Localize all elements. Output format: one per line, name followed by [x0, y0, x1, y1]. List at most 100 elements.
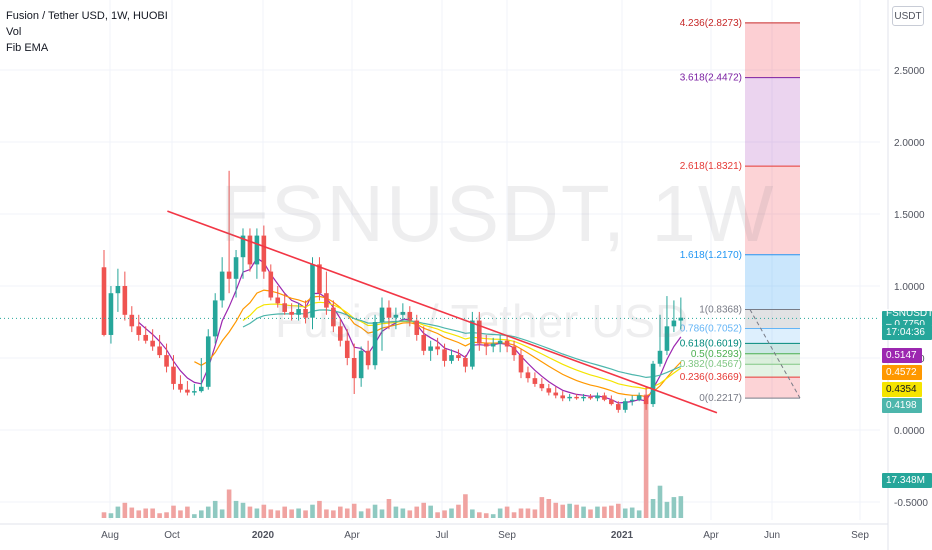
candle-body — [351, 358, 357, 379]
volume-bar — [581, 506, 586, 518]
candle-body — [192, 391, 197, 393]
candle-body — [657, 350, 663, 364]
volume-bar — [421, 502, 426, 518]
candle-body — [400, 311, 406, 315]
y-tick-label: 2.5000 — [894, 66, 925, 77]
x-tick-label: Oct — [164, 530, 180, 541]
volume-bar — [122, 502, 128, 518]
volume-bar — [442, 510, 447, 518]
fib-zone — [745, 77, 800, 167]
x-tick-label: Apr — [703, 530, 719, 541]
candles — [0, 170, 880, 413]
x-tick-label: Jun — [764, 530, 780, 541]
candle-body — [303, 309, 308, 318]
fib-zone — [745, 22, 800, 78]
volume-bar — [199, 510, 204, 518]
volume-bar — [622, 508, 628, 518]
fib-zone — [745, 328, 800, 344]
volume-bar — [212, 500, 218, 518]
candle-body — [379, 307, 385, 322]
volume-bar — [643, 394, 649, 518]
volume-bar — [358, 511, 364, 518]
volume-bar — [157, 513, 162, 518]
ema-line-4 — [242, 309, 682, 379]
trendline[interactable] — [167, 210, 718, 414]
fib-extension[interactable]: 4.236(2.8273) 3.618(2.4472) 2.618(1.8321) 1… — [680, 18, 801, 404]
fib-level-label: 4.236(2.8273) — [680, 18, 742, 29]
volume-bar — [497, 508, 503, 518]
candle-body — [629, 399, 635, 402]
legend-title[interactable]: Fusion / Tether USD, 1W, HUOBI — [6, 10, 168, 22]
trendline-line — [167, 210, 718, 414]
volume-bar — [108, 513, 114, 518]
volume-bar — [344, 508, 350, 518]
fib-level-label: 0(0.2217) — [699, 393, 742, 404]
fib-level-label: 1.618(1.2170) — [680, 250, 742, 261]
volume-bar — [490, 514, 496, 518]
fib-level-label: 1(0.8368) — [699, 305, 742, 316]
volume-bar — [428, 505, 433, 518]
fib-zone — [745, 377, 800, 399]
x-tick-label: Apr — [344, 530, 360, 541]
volume-bar — [664, 501, 670, 518]
fib-zone — [745, 364, 800, 378]
volume-bar — [129, 507, 135, 518]
candle-body — [317, 264, 322, 294]
volume-bar — [379, 509, 385, 518]
candle-body — [643, 395, 649, 405]
candle-body — [372, 322, 378, 366]
volume-bar — [414, 506, 420, 518]
volume-bar — [470, 509, 475, 518]
volume-bar — [678, 496, 684, 518]
candle-body — [219, 271, 225, 301]
candle-body — [449, 355, 454, 361]
volume-bar — [483, 513, 489, 518]
candle-body — [622, 401, 628, 410]
candle-body — [407, 311, 413, 321]
volume-bar — [671, 497, 677, 518]
volume-bar — [324, 509, 329, 518]
candle-body — [456, 355, 461, 358]
volume-bar — [449, 508, 454, 518]
candle-body — [574, 396, 579, 399]
candle-body — [331, 307, 336, 327]
candle-body — [171, 366, 176, 384]
volume-bar — [115, 506, 121, 518]
volume-bar — [143, 508, 148, 518]
candle-body — [268, 271, 274, 298]
candle-body — [477, 320, 482, 344]
legend-fib-ema[interactable]: Fib EMA — [6, 42, 49, 54]
candle-body — [511, 346, 517, 356]
currency-badge[interactable]: USDT — [892, 6, 924, 26]
volume-bar — [546, 499, 552, 518]
volume-bar — [407, 510, 413, 518]
volume-bar — [219, 509, 225, 518]
candle-body — [115, 286, 121, 294]
candle-body — [296, 309, 301, 315]
volume-tag: 17.348M — [882, 473, 932, 488]
volume-bar — [226, 489, 232, 518]
volume-bar — [609, 505, 614, 518]
volume-bar — [136, 510, 142, 518]
x-tick-label: Sep — [851, 530, 869, 541]
candle-body — [650, 363, 656, 405]
volume-bar — [317, 500, 322, 518]
volume-bar — [477, 512, 482, 518]
candle-body — [358, 350, 364, 379]
volume-bar — [310, 504, 315, 518]
candle-body — [525, 372, 531, 379]
legend-vol[interactable]: Vol — [6, 26, 22, 38]
volume-bar — [629, 507, 635, 518]
fib-level-label: 2.618(1.8321) — [680, 161, 742, 172]
fib-level-label: 0.5(0.5293) — [691, 349, 742, 360]
candle-body — [386, 307, 392, 318]
candle-body — [324, 293, 329, 308]
volume-bar — [205, 506, 211, 518]
y-tick-label: 1.5000 — [894, 210, 925, 221]
volume-bar — [518, 508, 524, 518]
candle-body — [560, 395, 565, 399]
fib-level-label: 0.382(0.4567) — [680, 359, 742, 370]
volume-bar — [233, 500, 239, 518]
volume-bar — [171, 505, 176, 518]
